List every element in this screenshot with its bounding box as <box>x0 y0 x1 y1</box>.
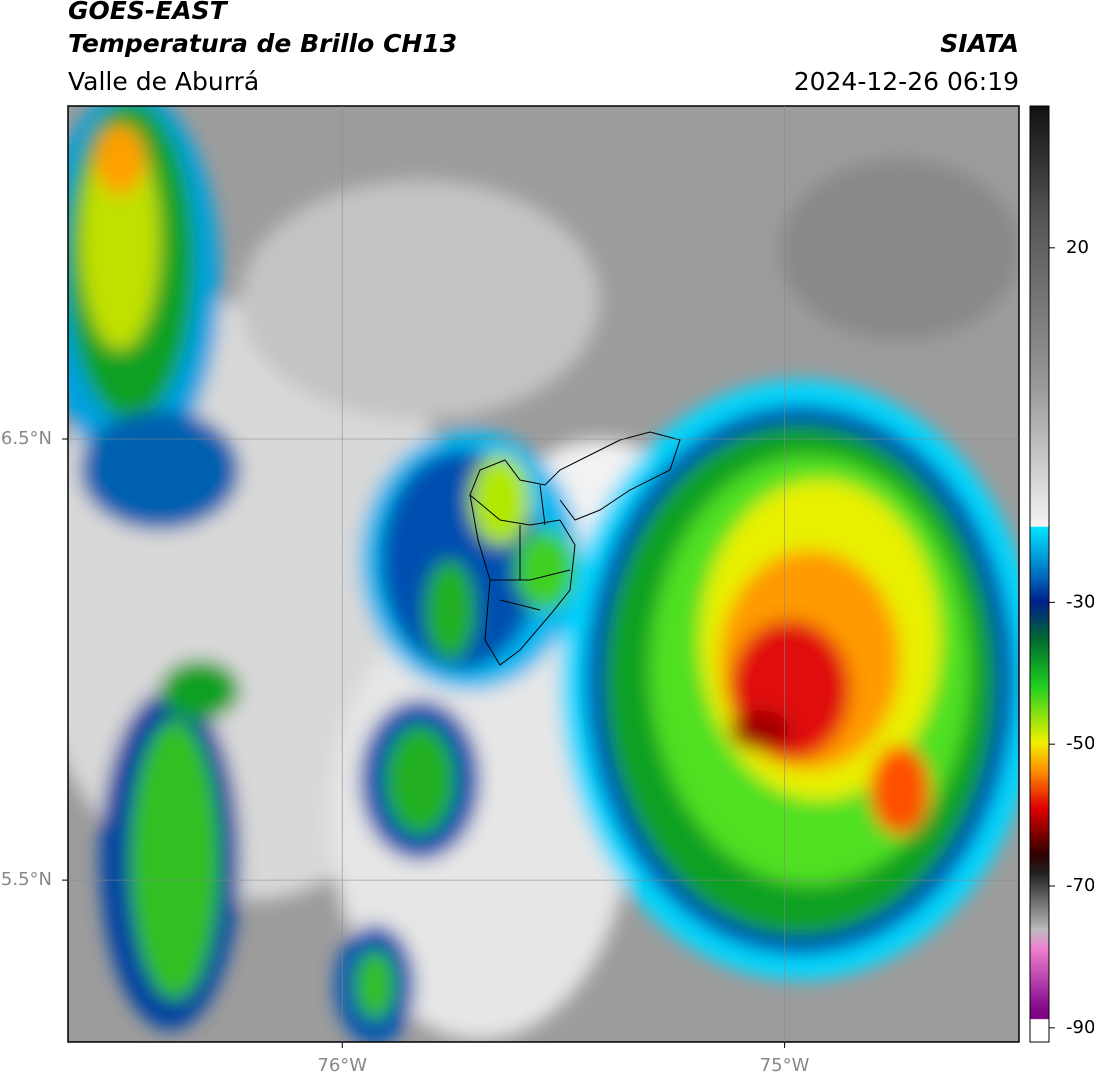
region: Valle de Aburrá <box>68 67 259 96</box>
colorbar-tick-label: 20 <box>1066 237 1089 258</box>
x-tick-label: 76°W <box>317 1055 367 1076</box>
colorbar-tick-label: -90 <box>1066 1017 1094 1038</box>
colorbar-tick-label: -30 <box>1066 591 1094 612</box>
title: GOES-EAST <box>68 0 229 25</box>
colorbar-tick-label: -70 <box>1066 875 1094 896</box>
subtitle: Temperatura de Brillo CH13 <box>68 29 457 58</box>
datetime: 2024-12-26 06:19 <box>794 67 1019 96</box>
colorbar <box>1029 105 1050 1043</box>
agency: SIATA <box>940 29 1019 58</box>
satellite-image <box>68 106 1019 1042</box>
y-tick-label: 6.5°N <box>1 428 52 449</box>
x-tick-label: 75°W <box>760 1055 810 1076</box>
map-frame <box>67 105 1020 1043</box>
colorbar-tick-label: -50 <box>1066 733 1094 754</box>
y-tick-label: 5.5°N <box>1 869 52 890</box>
municipal-boundaries <box>469 431 681 666</box>
